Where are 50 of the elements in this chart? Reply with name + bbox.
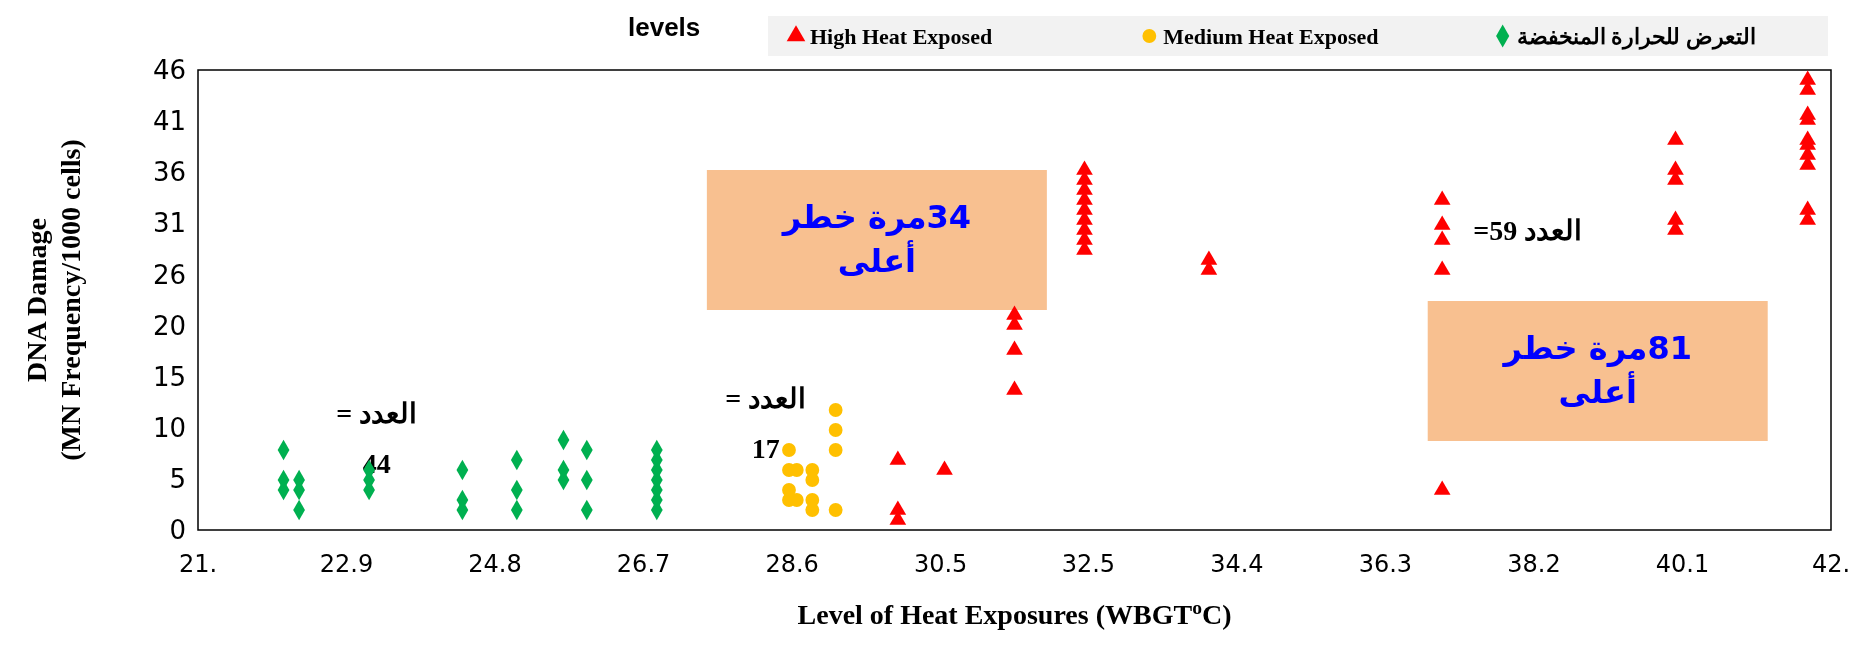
point <box>1433 230 1451 245</box>
y-tick-label: 5 <box>169 464 186 494</box>
y-tick-label: 46 <box>152 55 186 86</box>
x-tick-label: 24.8 <box>468 550 522 578</box>
annotation: 81مرة خطر أعلى <box>1501 329 1692 411</box>
legend-label: High Heat Exposed <box>810 23 993 49</box>
x-tick-label: 28.6 <box>765 550 819 578</box>
point <box>1799 70 1816 85</box>
y-axis-title: DNA Damage (MN Frequency/1000 cells) <box>21 139 86 461</box>
x-tick-label: 40.1 <box>1655 550 1710 578</box>
point <box>1006 380 1023 395</box>
point <box>1006 305 1023 320</box>
point <box>828 503 843 517</box>
point <box>1433 190 1451 205</box>
y-tick-label: 36 <box>152 157 186 188</box>
y-tick-label: 10 <box>152 412 186 443</box>
point <box>782 443 796 457</box>
point <box>1006 340 1023 355</box>
point <box>805 503 820 517</box>
point <box>1799 200 1816 215</box>
point <box>805 473 820 487</box>
x-axis-title: Level of Heat Exposures (WBGT$^{o}$C) <box>797 596 1232 630</box>
annotation: العدد 59= <box>1473 215 1583 246</box>
y-tick-label: 26 <box>152 259 186 290</box>
point <box>1200 250 1218 265</box>
x-tick-label: 38.2 <box>1507 550 1561 578</box>
point <box>1433 260 1451 275</box>
x-tick-label: 22.9 <box>319 550 374 578</box>
point <box>1076 160 1093 175</box>
y-tick-label: 41 <box>152 106 186 137</box>
y-tick-label: 20 <box>152 310 186 341</box>
y-tick-label: 15 <box>152 361 186 392</box>
x-tick-label: 34.4 <box>1210 550 1264 578</box>
point <box>828 443 843 457</box>
y-tick-label: 31 <box>152 208 186 239</box>
annotation: 34مرة خطر أعلى <box>780 198 972 280</box>
x-tick-label: 42. <box>1811 550 1851 578</box>
point <box>828 403 843 417</box>
legend-label: التعرض للحرارة المنخفضة <box>1516 23 1756 50</box>
x-tick-label: 21. <box>178 550 218 578</box>
x-tick-label: 36.3 <box>1358 550 1413 578</box>
x-tick-label: 32.5 <box>1061 550 1116 578</box>
x-tick-label: 26.7 <box>616 550 671 578</box>
point <box>828 423 843 437</box>
chart-title: levels <box>628 12 701 42</box>
y-tick-label: 0 <box>169 515 186 546</box>
legend-label: Medium Heat Exposed <box>1163 23 1379 49</box>
point <box>1433 215 1451 230</box>
x-tick-label: 30.5 <box>913 550 968 578</box>
point <box>1667 130 1684 145</box>
